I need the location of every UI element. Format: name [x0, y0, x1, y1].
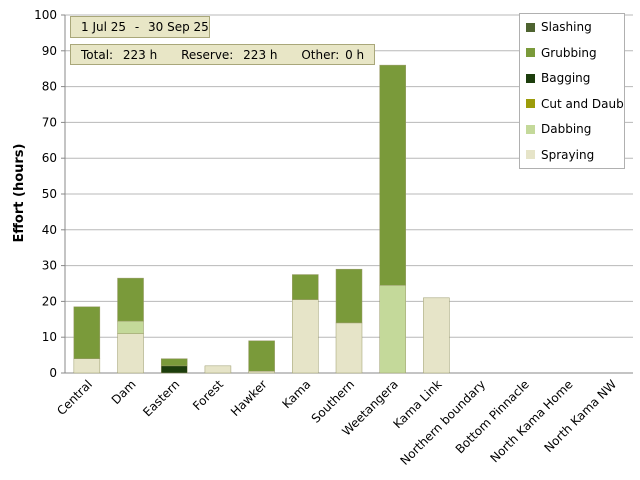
y-axis-ticks: 0 10 20 30 40 50 60 70 80 90 100 [34, 8, 65, 380]
y-tick-label: 0 [49, 366, 57, 380]
y-tick-label: 10 [42, 330, 57, 344]
totals-box: Total: 223 h Reserve: 223 h Other: 0 h [70, 44, 375, 65]
x-tick-label: Hawker [228, 377, 270, 419]
bars [73, 64, 450, 374]
x-tick-label: North Kama Home [487, 377, 575, 465]
bar-segment-bagging [160, 365, 188, 374]
x-tick-label: Eastern [140, 377, 182, 419]
x-tick-label: Forest [190, 377, 226, 413]
y-tick-label: 80 [42, 80, 57, 94]
legend-item: Bagging [526, 70, 590, 86]
bar-segment-grubbing [160, 358, 188, 367]
y-tick-label: 70 [42, 115, 57, 129]
bar-segment-grubbing [292, 274, 319, 300]
date-range-box: 1 Jul 25 - 30 Sep 25 [70, 16, 210, 38]
other-value: 0 h [345, 48, 365, 62]
y-tick-label: 90 [42, 44, 57, 58]
bar-segment-spraying [335, 322, 363, 374]
y-tick-label: 30 [42, 259, 57, 273]
bar-segment-grubbing [73, 306, 101, 359]
legend-swatch [526, 73, 535, 83]
legend-label: Cut and Daub [541, 96, 624, 111]
bar-segment-spraying [117, 333, 144, 374]
legend-label: Grubbing [541, 45, 597, 60]
date-separator: - [134, 20, 140, 34]
bar-segment-dabbing [117, 320, 144, 334]
legend-label: Spraying [541, 147, 595, 162]
reserve-label: Reserve: [181, 48, 234, 62]
x-tick-label: Kama [279, 377, 313, 411]
bar-segment-grubbing [379, 64, 406, 286]
x-tick-label: Northern boundary [398, 377, 489, 468]
y-axis-label: Effort (hours) [12, 144, 27, 243]
y-tick-label: 40 [42, 223, 57, 237]
bar-segment-dabbing [379, 285, 406, 374]
reserve-value: 223 h [243, 48, 278, 62]
x-axis-ticks: Central Dam Eastern Forest Hawker KamaSouther… [54, 377, 619, 468]
bar-segment-spraying [73, 358, 101, 374]
x-tick-label: Dam [109, 377, 139, 407]
y-tick-label: 20 [42, 294, 57, 308]
bar-segment-spraying [204, 365, 232, 374]
legend-item: Cut and Daub [526, 96, 624, 112]
legend-label: Dabbing [541, 122, 592, 136]
bar-segment-grubbing [335, 268, 363, 324]
legend-swatch [526, 150, 535, 159]
total-label: Total: [81, 48, 114, 62]
legend-swatch [526, 48, 535, 57]
y-tick-label: 60 [42, 151, 57, 165]
legend-item: Slashing [526, 19, 592, 35]
bar-segment-spraying [292, 299, 319, 374]
total-value: 223 h [122, 48, 158, 62]
y-tick-label: 50 [42, 187, 57, 201]
date-start: 1 Jul 25 [81, 20, 127, 34]
legend-item: Grubbing [526, 45, 597, 61]
legend-swatch [526, 124, 535, 134]
bar-segment-spraying [248, 370, 275, 374]
bar-segment-spraying [423, 297, 450, 374]
other-label: Other: [301, 48, 340, 62]
legend-item: Dabbing [526, 121, 591, 137]
x-tick-label: Bottom Pinnacle [453, 377, 532, 456]
bar-segment-grubbing [117, 277, 144, 322]
x-tick-label: Central [54, 377, 95, 418]
legend-swatch [526, 99, 535, 108]
legend-label: Bagging [541, 71, 591, 85]
bar-segment-grubbing [248, 340, 275, 372]
legend: Slashing Grubbing Bagging Cut and Daub Dabbi… [519, 13, 625, 169]
legend-swatch [526, 22, 535, 32]
legend-label: Slashing [541, 20, 592, 34]
legend-item: Spraying [526, 147, 594, 163]
y-tick-label: 100 [34, 8, 57, 22]
date-end: 30 Sep 25 [148, 20, 209, 34]
